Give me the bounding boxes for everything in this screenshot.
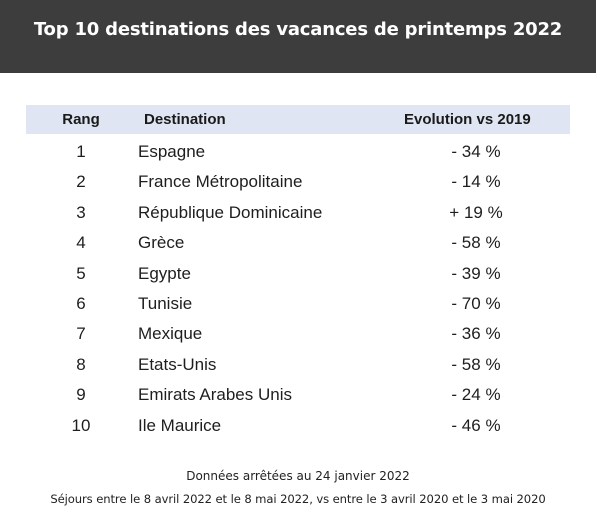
- rank-cell: 5: [76, 263, 86, 283]
- rank-cell: 2: [76, 172, 86, 192]
- rank-cell: 8: [76, 354, 86, 374]
- destination-cell: Ile Maurice: [138, 415, 222, 435]
- header-evolution: Evolution vs 2019: [404, 111, 531, 128]
- table-header-row: Rang Destination Evolution vs 2019: [26, 105, 570, 134]
- evolution-cell: - 58 %: [451, 233, 501, 253]
- table-body: 1 Espagne - 34 % 2 France Métropolitaine…: [26, 137, 570, 441]
- title-banner: Top 10 destinations des vacances de prin…: [0, 0, 596, 73]
- evolution-cell: - 46 %: [451, 415, 501, 435]
- destination-cell: Tunisie: [138, 293, 193, 313]
- destination-cell: Espagne: [138, 142, 206, 161]
- table-row: 1 Espagne - 34 %: [26, 137, 570, 167]
- destination-cell: Etats-Unis: [138, 354, 217, 374]
- header-rank: Rang: [62, 111, 100, 128]
- rank-cell: 9: [76, 385, 86, 405]
- rank-cell: 6: [76, 293, 86, 313]
- header-destination: Destination: [144, 111, 226, 128]
- rank-cell: 1: [76, 142, 86, 161]
- destination-cell: République Dominicaine: [138, 202, 323, 222]
- destination-cell: Egypte: [138, 263, 191, 283]
- table-row: 4 Grèce - 58 %: [26, 228, 570, 258]
- evolution-cell: - 36 %: [451, 324, 501, 344]
- destination-cell: Emirats Arabes Unis: [138, 385, 292, 405]
- footnote-data-date: Données arrêtées au 24 janvier 2022: [186, 469, 410, 483]
- table-row: 9 Emirats Arabes Unis - 24 %: [26, 380, 570, 410]
- table-row: 6 Tunisie - 70 %: [26, 289, 570, 319]
- rank-cell: 4: [76, 233, 86, 253]
- evolution-cell: + 19 %: [449, 202, 503, 222]
- table-row: 7 Mexique - 36 %: [26, 319, 570, 349]
- evolution-cell: - 34 %: [451, 142, 501, 161]
- evolution-cell: - 14 %: [451, 172, 501, 192]
- table-row: 8 Etats-Unis - 58 %: [26, 350, 570, 380]
- destination-cell: Grèce: [138, 233, 185, 253]
- page-title: Top 10 destinations des vacances de prin…: [33, 19, 563, 40]
- rank-cell: 3: [76, 202, 86, 222]
- rank-cell: 7: [76, 324, 86, 344]
- table-row: 2 France Métropolitaine - 14 %: [26, 167, 570, 197]
- table-row: 3 République Dominicaine + 19 %: [26, 198, 570, 228]
- evolution-cell: - 24 %: [451, 385, 501, 405]
- table-row: 5 Egypte - 39 %: [26, 259, 570, 289]
- destination-cell: France Métropolitaine: [138, 172, 303, 192]
- evolution-cell: - 39 %: [451, 263, 501, 283]
- footnote-periods: Séjours entre le 8 avril 2022 et le 8 ma…: [50, 492, 546, 506]
- evolution-cell: - 58 %: [451, 354, 501, 374]
- evolution-cell: - 70 %: [451, 293, 501, 313]
- table-row: 10 Ile Maurice - 46 %: [26, 411, 570, 441]
- destination-cell: Mexique: [138, 324, 203, 344]
- rank-cell: 10: [71, 415, 91, 435]
